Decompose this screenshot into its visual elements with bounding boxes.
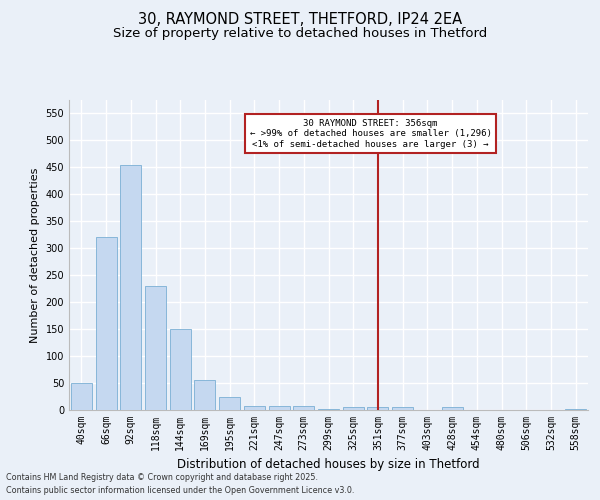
Bar xyxy=(194,380,215,410)
Bar xyxy=(219,396,240,410)
Text: 30 RAYMOND STREET: 356sqm
← >99% of detached houses are smaller (1,296)
<1% of s: 30 RAYMOND STREET: 356sqm ← >99% of deta… xyxy=(250,119,491,148)
Text: 30, RAYMOND STREET, THETFORD, IP24 2EA: 30, RAYMOND STREET, THETFORD, IP24 2EA xyxy=(138,12,462,28)
Text: Contains public sector information licensed under the Open Government Licence v3: Contains public sector information licen… xyxy=(6,486,355,495)
Bar xyxy=(318,409,339,410)
Y-axis label: Number of detached properties: Number of detached properties xyxy=(30,168,40,342)
Bar xyxy=(120,164,141,410)
Bar xyxy=(95,238,116,410)
Text: Contains HM Land Registry data © Crown copyright and database right 2025.: Contains HM Land Registry data © Crown c… xyxy=(6,474,318,482)
X-axis label: Distribution of detached houses by size in Thetford: Distribution of detached houses by size … xyxy=(177,458,480,471)
Bar xyxy=(392,408,413,410)
Bar xyxy=(269,406,290,410)
Bar xyxy=(565,409,586,410)
Bar xyxy=(442,408,463,410)
Text: Size of property relative to detached houses in Thetford: Size of property relative to detached ho… xyxy=(113,28,487,40)
Bar xyxy=(293,406,314,410)
Bar xyxy=(343,408,364,410)
Bar xyxy=(170,329,191,410)
Bar xyxy=(367,408,388,410)
Bar xyxy=(145,286,166,410)
Bar xyxy=(244,406,265,410)
Bar xyxy=(71,383,92,410)
